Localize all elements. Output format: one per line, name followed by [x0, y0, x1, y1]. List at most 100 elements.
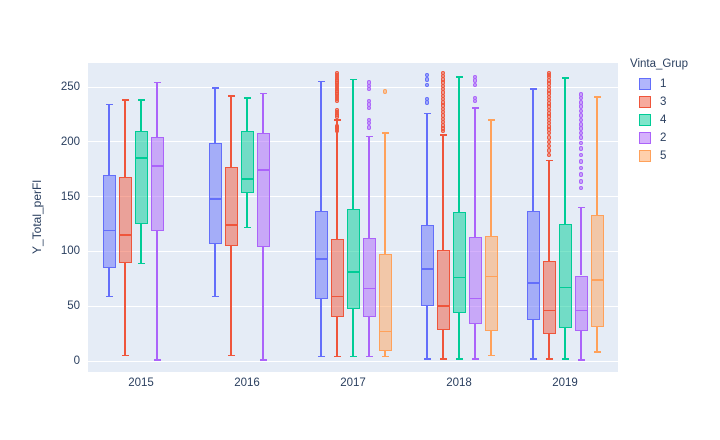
max-whisker-cap	[153, 81, 161, 84]
outlier-point	[578, 172, 584, 177]
min-whisker-cap	[593, 351, 601, 353]
outlier-point	[472, 78, 478, 83]
outlier-point	[578, 185, 584, 191]
median-line	[224, 224, 238, 226]
iqr-box	[134, 130, 148, 224]
upper-whisker	[458, 77, 460, 212]
upper-whisker	[262, 93, 264, 134]
lower-whisker	[262, 247, 264, 360]
upper-whisker	[474, 107, 476, 238]
iqr-box	[102, 174, 116, 268]
y-tick-label-0: 0	[73, 355, 80, 367]
iqr-box	[484, 236, 498, 332]
min-whisker-cap	[561, 358, 569, 360]
lower-whisker	[230, 245, 232, 356]
lower-whisker	[596, 327, 598, 353]
iqr-box	[526, 210, 540, 321]
iqr-box	[118, 176, 132, 264]
legend-swatch-icon	[639, 96, 651, 108]
outlier-point	[334, 128, 340, 134]
outlier-point	[578, 140, 584, 146]
x-tick-label-2019: 2019	[552, 377, 578, 389]
max-whisker-cap	[471, 107, 479, 109]
legend-item-1[interactable]: 1	[630, 75, 688, 93]
median-line	[102, 229, 116, 232]
max-whisker-cap	[211, 87, 219, 89]
lower-whisker	[368, 317, 370, 357]
min-whisker-cap	[137, 262, 145, 265]
lower-whisker	[108, 267, 110, 297]
legend-item-5[interactable]: 5	[630, 147, 688, 165]
outlier-point	[578, 122, 584, 127]
upper-whisker	[532, 89, 534, 211]
lower-whisker	[490, 331, 492, 356]
outlier-point	[578, 104, 584, 109]
x-tick-label-2015: 2015	[128, 377, 154, 389]
lower-whisker	[140, 224, 142, 264]
legend-item-3[interactable]: 3	[630, 93, 688, 111]
max-whisker-cap	[365, 135, 373, 138]
min-whisker-cap	[259, 359, 267, 361]
max-whisker-cap	[545, 159, 553, 162]
legend-item-2[interactable]: 2	[630, 129, 688, 147]
max-whisker-cap	[243, 97, 251, 99]
max-whisker-cap	[561, 77, 569, 79]
outlier-point	[546, 139, 552, 145]
y-tick-label-150: 150	[60, 190, 80, 203]
outlier-point	[578, 95, 584, 101]
iqr-box	[256, 133, 270, 247]
outlier-point	[472, 82, 478, 88]
iqr-box	[436, 250, 450, 331]
upper-whisker	[230, 95, 232, 167]
legend: Vinta_Grup 1 3 4 2 5	[630, 58, 688, 165]
median-line	[330, 295, 344, 298]
median-line	[452, 276, 466, 279]
max-whisker-cap	[227, 95, 235, 97]
min-whisker-cap	[243, 226, 251, 229]
min-whisker-cap	[381, 355, 389, 358]
legend-item-4[interactable]: 4	[630, 111, 688, 129]
legend-swatch-icon	[639, 114, 651, 126]
min-whisker-cap	[487, 354, 495, 357]
x-tick-label-2018: 2018	[446, 377, 472, 389]
y-axis-title: Y_Total_perFl	[30, 179, 44, 255]
median-line	[468, 297, 482, 300]
iqr-box	[224, 167, 238, 246]
lower-whisker	[320, 298, 322, 357]
outlier-point	[424, 77, 430, 82]
upper-whisker	[246, 97, 248, 131]
median-line	[526, 282, 540, 284]
max-whisker-cap	[439, 134, 447, 136]
min-whisker-cap	[349, 355, 357, 358]
iqr-box	[378, 253, 392, 352]
median-line	[420, 268, 434, 270]
outlier-point	[578, 130, 584, 136]
upper-whisker	[124, 100, 126, 177]
upper-whisker	[140, 100, 142, 131]
iqr-box	[452, 211, 466, 313]
max-whisker-cap	[349, 78, 357, 81]
max-whisker-cap	[121, 99, 129, 101]
lower-whisker	[384, 351, 386, 357]
iqr-box	[590, 215, 604, 327]
upper-whisker	[320, 81, 322, 211]
min-whisker-cap	[545, 358, 553, 360]
upper-whisker	[352, 79, 354, 209]
outlier-point	[578, 159, 584, 164]
max-whisker-cap	[455, 76, 463, 78]
outlier-point	[578, 179, 584, 184]
iqr-box	[558, 224, 572, 329]
iqr-box	[330, 239, 344, 318]
median-line	[240, 178, 254, 180]
max-whisker-cap	[529, 88, 537, 90]
outlier-point	[424, 72, 430, 78]
outlier-point	[578, 146, 584, 151]
outlier-point	[578, 126, 584, 131]
upper-whisker	[384, 133, 386, 254]
median-line	[314, 258, 328, 260]
min-whisker-cap	[529, 358, 537, 360]
upper-whisker	[490, 119, 492, 237]
grid-line-0	[88, 360, 618, 362]
max-whisker-cap	[593, 96, 601, 98]
outlier-point	[546, 152, 552, 158]
